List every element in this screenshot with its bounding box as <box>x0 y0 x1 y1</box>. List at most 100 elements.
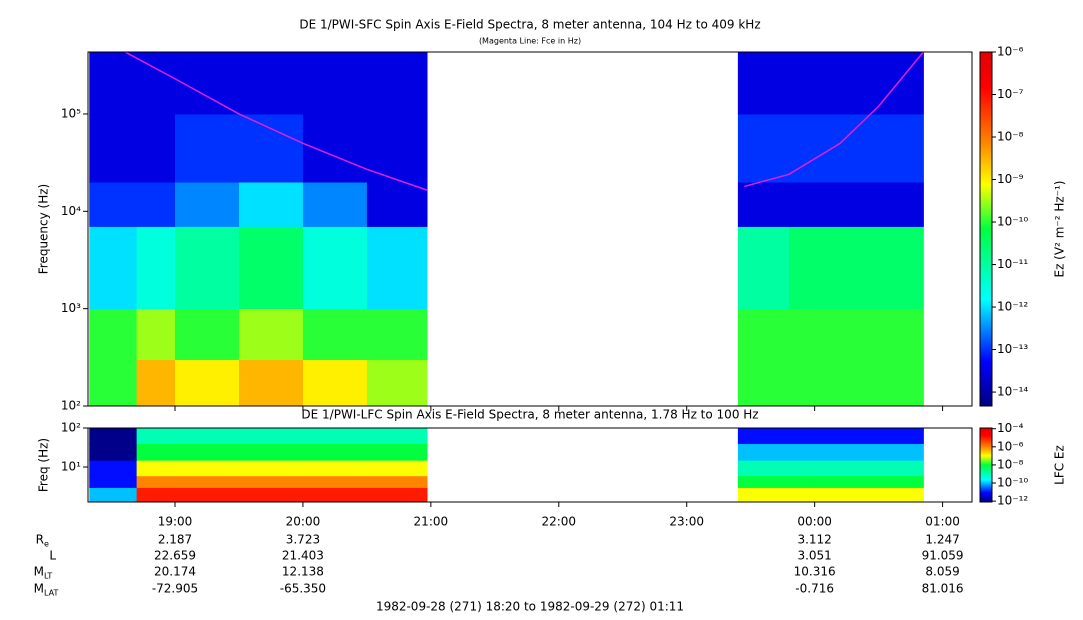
ephemeris-value: 1.247 <box>925 533 959 547</box>
spectrogram-cell <box>366 308 428 361</box>
x-tick-label: 19:00 <box>158 515 193 529</box>
spectrogram-cell <box>366 113 428 183</box>
spectrogram-cell <box>737 52 790 115</box>
spectrogram-cell <box>789 52 841 115</box>
spectrogram-cell <box>366 475 428 488</box>
spectrogram-cell <box>238 308 304 361</box>
ephemeris-label-sub: e <box>44 540 49 549</box>
spectrogram-cell <box>302 460 368 477</box>
spectrogram-cell <box>366 52 428 115</box>
spectrogram-cell <box>238 475 304 488</box>
ephemeris-value: 22.659 <box>154 549 196 563</box>
spectrogram-cell <box>814 443 924 461</box>
spectrogram-cell <box>89 487 138 503</box>
spectrogram-cell <box>89 475 138 488</box>
spectrogram-cell <box>89 443 138 461</box>
colorbar-tick-label: 10⁻¹² <box>997 494 1028 508</box>
spectrogram-cell <box>174 359 240 407</box>
spectrogram-cell <box>840 226 924 310</box>
x-tick-label: 23:00 <box>669 515 704 529</box>
colorbar-tick-label: 10⁻¹¹ <box>997 257 1028 271</box>
ephemeris-value: 81.016 <box>922 582 964 596</box>
spectrogram-cell <box>238 182 304 227</box>
spectrogram-cell <box>174 52 240 115</box>
spectrogram-cell <box>136 460 170 477</box>
spectrogram-cell <box>168 487 240 503</box>
spectrogram-cell <box>302 113 368 183</box>
footer: 1982-09-28 (271) 18:20 to 1982-09-29 (27… <box>376 600 684 614</box>
colorbar-tick-label: 10⁻⁸ <box>997 130 1024 144</box>
chart-title: DE 1/PWI-SFC Spin Axis E-Field Spectra, … <box>299 18 760 32</box>
spectrogram-cell <box>737 308 790 361</box>
spectrogram-cell <box>737 487 816 503</box>
ephemeris-label: L <box>49 549 56 563</box>
y-tick-label: 10² <box>61 399 81 413</box>
x-tick-label: 01:00 <box>925 515 960 529</box>
spectrogram-cell <box>89 113 138 183</box>
spectrogram-cell <box>174 182 240 227</box>
x-tick-label: 00:00 <box>797 515 832 529</box>
y-tick-label: 10¹ <box>61 460 81 474</box>
spectrogram-cell <box>168 475 240 488</box>
x-tick-label: 20:00 <box>286 515 321 529</box>
spectrogram-cell <box>89 226 138 310</box>
y-tick-label: 10⁵ <box>61 106 81 120</box>
spectrogram-cell <box>814 460 924 477</box>
colorbar-tick-label: 10⁻⁶ <box>997 45 1024 59</box>
colorbar-tick-label: 10⁻⁴ <box>997 421 1024 435</box>
spectrogram-cell <box>136 113 176 183</box>
ephemeris-value: 8.059 <box>925 565 959 579</box>
spectrogram-cell <box>366 487 428 503</box>
spectrogram-cell <box>302 475 368 488</box>
spectrogram-cell <box>238 487 304 503</box>
spectrogram-cell <box>302 428 368 445</box>
ephemeris-value: 3.051 <box>797 549 831 563</box>
chart-title: DE 1/PWI-LFC Spin Axis E-Field Spectra, … <box>301 408 758 422</box>
spectrogram-cell <box>302 443 368 461</box>
ephemeris-value: -72.905 <box>152 582 198 596</box>
ephemeris-value: 12.138 <box>282 565 324 579</box>
ephemeris-value: 20.174 <box>154 565 196 579</box>
y-tick-label: 10² <box>61 421 81 435</box>
ephemeris-label: M <box>34 565 44 579</box>
plot-frame <box>87 51 973 407</box>
spectrogram-cell <box>366 226 428 310</box>
spectrogram-cell <box>174 113 240 183</box>
spectrogram-cell <box>302 226 368 310</box>
spectrogram-cell <box>238 113 304 183</box>
colorbar-tick-label: 10⁻¹⁰ <box>997 215 1028 229</box>
colorbar-tick-label: 10⁻¹⁰ <box>997 476 1028 490</box>
colorbar-tick-label: 10⁻⁸ <box>997 457 1024 471</box>
spectrogram-cell <box>840 113 924 183</box>
spectrogram-cell <box>737 359 790 407</box>
spectrogram-cell <box>168 460 240 477</box>
ephemeris-value: 3.723 <box>286 533 320 547</box>
ephemeris-label-sub: LAT <box>44 589 58 598</box>
spectrogram-cell <box>136 308 176 361</box>
ephemeris-value: 3.112 <box>797 533 831 547</box>
spectrogram-cell <box>136 428 170 445</box>
spectrogram-cell <box>174 308 240 361</box>
spectrogram-cell <box>136 443 170 461</box>
spectrogram-cell <box>302 308 368 361</box>
spectrogram-cell <box>366 460 428 477</box>
spectrogram-cell <box>840 359 924 407</box>
x-tick-label: 21:00 <box>414 515 449 529</box>
spectrogram-cell <box>238 359 304 407</box>
colorbar-tick-label: 10⁻⁹ <box>997 172 1024 186</box>
spectrogram-cell <box>737 475 816 488</box>
spectrogram-cell <box>366 443 428 461</box>
ephemeris-value: -0.716 <box>795 582 834 596</box>
spectrogram-cell <box>814 428 924 445</box>
spectrogram-cell <box>302 359 368 407</box>
spectrogram-cell <box>840 52 924 115</box>
spectrogram-cell <box>814 487 924 503</box>
spectrogram-cell <box>737 443 816 461</box>
spectrogram-cell <box>89 359 138 407</box>
spectrogram-cell <box>737 428 816 445</box>
spectrogram-cell <box>302 52 368 115</box>
spectrogram-cell <box>840 308 924 361</box>
spectrogram-cell <box>168 443 240 461</box>
spectrogram-cell <box>89 182 138 227</box>
